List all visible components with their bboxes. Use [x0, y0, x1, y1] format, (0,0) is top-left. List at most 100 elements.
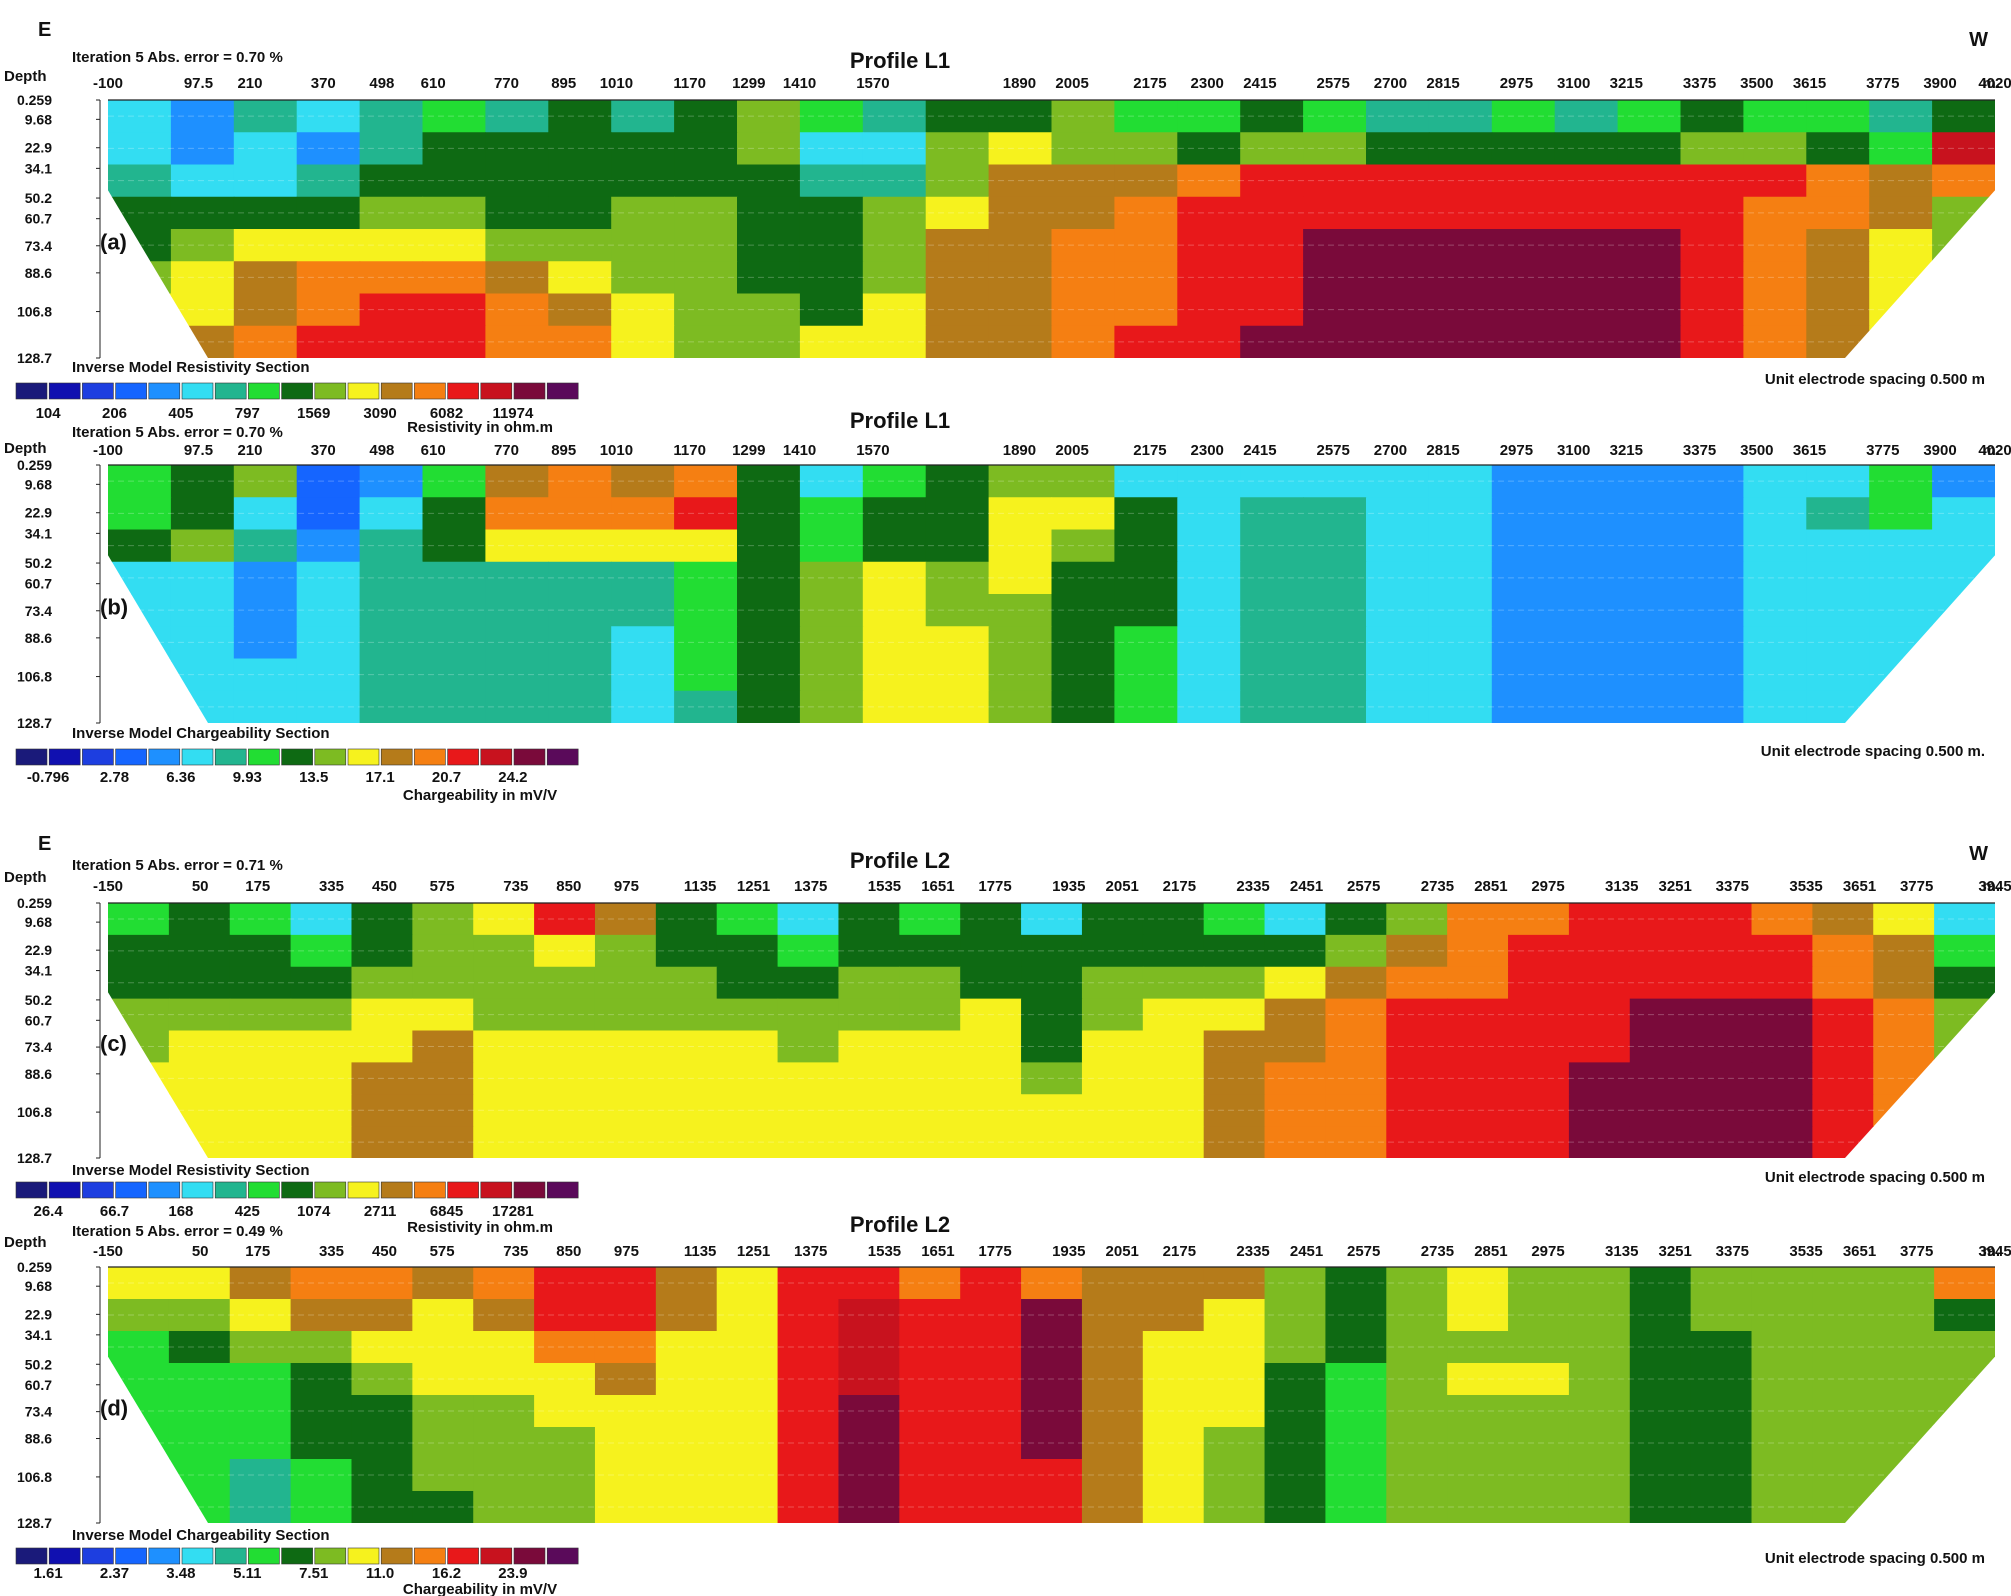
section-cell: [296, 229, 361, 262]
color-swatch: [15, 748, 48, 766]
depth-tick-label: 88.6: [25, 1066, 52, 1082]
x-tick-label: 3135: [1605, 1243, 1638, 1260]
section-cell: [611, 100, 675, 133]
section-cell: [1177, 132, 1241, 166]
section-cell: [1303, 497, 1367, 531]
section-cell: [290, 1427, 353, 1460]
section-cell: [799, 690, 864, 723]
section-cell: [1240, 497, 1304, 531]
x-tick-label: 3945: [1978, 1243, 2011, 1260]
section-cell: [777, 934, 840, 968]
section-cell: [862, 325, 927, 358]
section-cell: [1021, 903, 1083, 936]
section-cell: [799, 293, 864, 327]
section-cell: [1934, 966, 1995, 1000]
x-tick-label: 1010: [600, 442, 633, 459]
x-tick-label: 735: [503, 878, 528, 895]
section-cell: [233, 626, 298, 660]
section-cell: [1491, 465, 1556, 498]
section-cell: [1114, 465, 1178, 498]
depth-tick-label: 73.4: [25, 1404, 52, 1420]
section-cell: [1264, 998, 1327, 1032]
section-cell: [838, 1267, 900, 1300]
section-cell: [1873, 1395, 1935, 1428]
section-cell: [229, 1427, 292, 1460]
section-cell: [594, 1459, 657, 1492]
section-cell: [1366, 100, 1430, 133]
section-cell: [1447, 1299, 1509, 1332]
section-cell: [233, 594, 298, 627]
section-cell: [925, 132, 990, 166]
section-cell: [1021, 1267, 1083, 1300]
x-tick-label: 1890: [1003, 75, 1036, 92]
section-cell: [296, 196, 361, 230]
section-cell: [1114, 261, 1178, 295]
section-cell: [1690, 1267, 1753, 1300]
section-cell: [1806, 164, 1870, 198]
section-cell: [925, 293, 990, 327]
section-cell: [1386, 1363, 1448, 1396]
section-cell: [422, 100, 486, 133]
section-cell: [899, 903, 961, 936]
section-cell: [838, 966, 900, 1000]
section-cell: [1617, 325, 1682, 358]
section-cell: [473, 966, 535, 1000]
color-swatch: [380, 748, 413, 766]
section-cell: [296, 164, 361, 198]
section-cell: [485, 594, 549, 627]
section-cell: [412, 1331, 474, 1364]
section-cell: [1203, 1363, 1266, 1396]
section-cell: [1743, 325, 1807, 358]
section-cell: [1812, 1094, 1874, 1127]
section-cell: [1386, 998, 1448, 1032]
section-cell: [1428, 100, 1493, 133]
section-cell: [422, 465, 486, 498]
section-cell: [1751, 1427, 1813, 1460]
west-label: W: [1969, 29, 1988, 51]
depth-tick-label: 9.68: [25, 914, 52, 930]
x-tick-label: 3615: [1793, 75, 1826, 92]
color-swatch: [248, 1181, 280, 1199]
section-cell: [1568, 934, 1631, 968]
section-cell: [1081, 1459, 1144, 1492]
section-cell: [296, 497, 361, 531]
section-cell: [862, 293, 927, 327]
section-cell: [473, 1331, 535, 1364]
section-cell: [1325, 998, 1387, 1032]
section-cell: [1325, 934, 1387, 968]
color-swatch: [148, 1547, 181, 1565]
section-cell: [229, 1491, 292, 1523]
section-cell: [960, 1267, 1022, 1300]
section-cell: [1617, 465, 1682, 498]
section-cell: [899, 1459, 961, 1492]
section-cell: [594, 1491, 657, 1523]
panel-c: 0.259 9.68 22.9 34.1 50.2 60.7 73.4 88.6 106.8 12…: [4, 833, 2011, 1236]
section-cell: [1386, 1459, 1448, 1492]
section-cell: [1240, 164, 1304, 198]
section-cell: [1142, 1299, 1205, 1332]
x-tick-label: 610: [421, 442, 446, 459]
section-cell: [1568, 903, 1631, 936]
x-tick-label: 2575: [1347, 878, 1380, 895]
section-cell: [108, 658, 172, 692]
section-cell: [925, 561, 990, 595]
section-cell: [737, 293, 801, 327]
depth-tick-label: 22.9: [25, 140, 52, 156]
color-swatch: [214, 1181, 247, 1199]
section-cell: [229, 998, 292, 1032]
section-label: Inverse Model Resistivity Section: [72, 1162, 310, 1179]
section-cell: [1743, 261, 1807, 295]
section-cell: [1554, 261, 1619, 295]
section-cell: [1114, 690, 1178, 723]
section-cell: [1629, 1491, 1692, 1523]
section-cell: [838, 1363, 900, 1396]
section-cell: [1812, 934, 1874, 968]
color-swatch: [15, 1181, 48, 1199]
section-cell: [473, 1491, 535, 1523]
section-cell: [1240, 529, 1304, 563]
section-cell: [1203, 1491, 1266, 1523]
section-cell: [412, 1126, 474, 1158]
color-swatch: [480, 748, 513, 766]
section-cell: [1690, 1030, 1753, 1063]
section-cell: [108, 1459, 170, 1492]
